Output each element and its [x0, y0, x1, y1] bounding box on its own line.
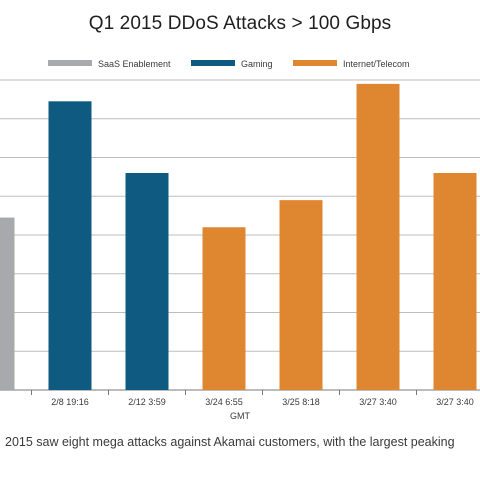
legend-label-internet-telecom: Internet/Telecom: [343, 59, 410, 69]
bar: [48, 101, 92, 390]
caption: 2015 saw eight mega attacks against Akam…: [5, 435, 455, 449]
x-axis-label: GMT: [230, 411, 250, 421]
legend-swatch-internet-telecom: [293, 60, 337, 66]
bar: [125, 173, 169, 390]
legend-label-saas: SaaS Enablement: [98, 59, 171, 69]
legend-swatch-gaming: [191, 60, 235, 66]
legend: SaaS Enablement Gaming Internet/Telecom: [0, 57, 480, 71]
x-tick-label: 2/8 19:16: [51, 397, 89, 407]
x-tick-label: 3/27 3:40: [436, 397, 474, 407]
x-tick-label: 3/25 8:18: [282, 397, 320, 407]
bar: [279, 200, 323, 390]
x-tick-label: 3/27 3:40: [359, 397, 397, 407]
bar: [0, 217, 15, 390]
legend-label-gaming: Gaming: [241, 59, 273, 69]
x-tick-label: 3/24 6:55: [205, 397, 243, 407]
chart-title: Q1 2015 DDoS Attacks > 100 Gbps: [88, 13, 392, 34]
bar: [433, 173, 477, 390]
legend-swatch-saas: [48, 60, 92, 66]
bar: [356, 83, 400, 390]
x-tick-label: 2/12 3:59: [128, 397, 166, 407]
bar: [202, 227, 246, 390]
